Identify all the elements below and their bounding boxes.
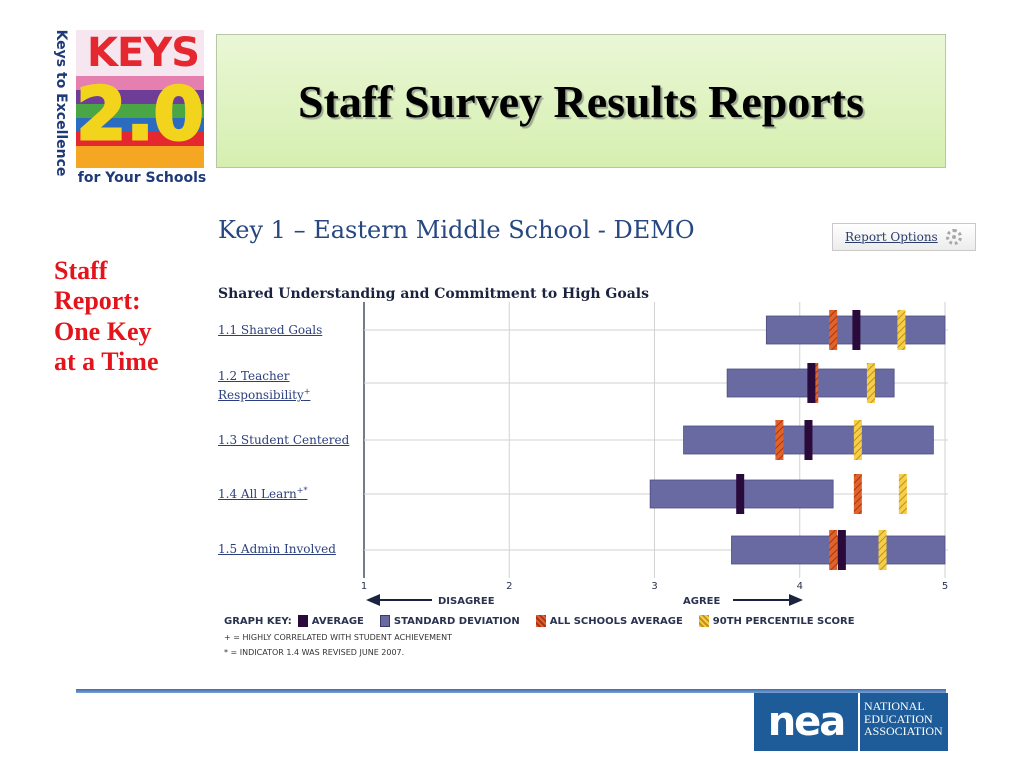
percentile-90-marker [897, 310, 906, 350]
disagree-label: DISAGREE [438, 596, 495, 607]
percentile-90-marker [878, 530, 887, 570]
legend-average: AVERAGE [292, 615, 364, 627]
logo-tagline: for Your Schools [77, 170, 207, 186]
title-banner: Staff Survey Results Reports [216, 34, 946, 168]
gear-icon [945, 229, 962, 245]
row-label-teacher-responsibility[interactable]: 1.2 Teacher Responsibility+ [218, 369, 311, 403]
all-schools-average-marker [829, 530, 838, 570]
agree-label: AGREE [683, 596, 720, 607]
average-marker [736, 474, 745, 514]
chart-title: Shared Understanding and Commitment to H… [218, 286, 649, 302]
footnote-revised: * = INDICATOR 1.4 WAS REVISED JUNE 2007. [224, 648, 405, 657]
side-caption-line: Staff [54, 256, 108, 285]
all-schools-average-swatch-icon [535, 615, 546, 627]
side-caption-line: One Key [54, 316, 152, 346]
all-schools-average-marker [853, 474, 862, 514]
legend-all-schools-average: ALL SCHOOLS AVERAGE [530, 615, 683, 627]
row-label-admin-involved[interactable]: 1.5 Admin Involved [218, 542, 336, 556]
x-tick-label: 2 [506, 581, 512, 592]
row-label-shared-goals[interactable]: 1.1 Shared Goals [218, 323, 323, 337]
x-tick-label: 3 [651, 581, 657, 592]
x-tick-label: 4 [797, 581, 803, 592]
report-title: Key 1 – Eastern Middle School - DEMO [218, 216, 695, 244]
nea-wordmark: NATIONAL EDUCATION ASSOCIATION [858, 693, 943, 751]
agree-arrow-icon [789, 594, 803, 606]
row-label-all-learn[interactable]: 1.4 All Learn+* [218, 486, 308, 501]
logo-keys-text: KEYS [86, 30, 200, 76]
row-label-student-centered[interactable]: 1.3 Student Centered [218, 433, 350, 447]
report-options-label: Report Options [845, 230, 938, 244]
percentile-90-marker [853, 420, 862, 460]
average-marker [804, 420, 813, 460]
x-tick-label: 1 [361, 581, 367, 592]
average-marker [807, 363, 816, 403]
logo-version-text: 2.0 [76, 72, 204, 156]
standard-deviation-swatch-icon [379, 615, 390, 627]
nea-mark: nea [767, 699, 847, 745]
keys-logo: KEYS 2.0 [76, 30, 204, 168]
average-marker [852, 310, 861, 350]
average-swatch-icon [297, 615, 308, 627]
side-caption-line: Report: [54, 286, 141, 316]
legend-90th-percentile: 90TH PERCENTILE SCORE [693, 615, 855, 627]
page-title: Staff Survey Results Reports [297, 75, 864, 127]
x-tick-label: 5 [942, 581, 948, 592]
percentile-swatch-icon [698, 615, 709, 627]
all-schools-average-marker [829, 310, 838, 350]
side-caption: Staff Report: One Key at a Time [54, 256, 204, 378]
average-marker [837, 530, 846, 570]
footer-divider [76, 689, 946, 693]
all-schools-average-marker [775, 420, 784, 460]
nea-logo: nea NATIONAL EDUCATION ASSOCIATION [754, 693, 948, 751]
footnote-correlated: + = HIGHLY CORRELATED WITH STUDENT ACHIE… [224, 633, 452, 642]
graph-key: GRAPH KEY: AVERAGE STANDARD DEVIATION AL… [224, 615, 865, 627]
percentile-90-marker [898, 474, 907, 514]
report-options-button[interactable]: Report Options [832, 223, 976, 251]
graph-key-title: GRAPH KEY: [224, 615, 292, 627]
legend-standard-deviation: STANDARD DEVIATION [374, 615, 520, 627]
disagree-arrow-icon [366, 594, 380, 606]
percentile-90-marker [866, 363, 875, 403]
side-caption-line: at a Time [54, 347, 159, 377]
